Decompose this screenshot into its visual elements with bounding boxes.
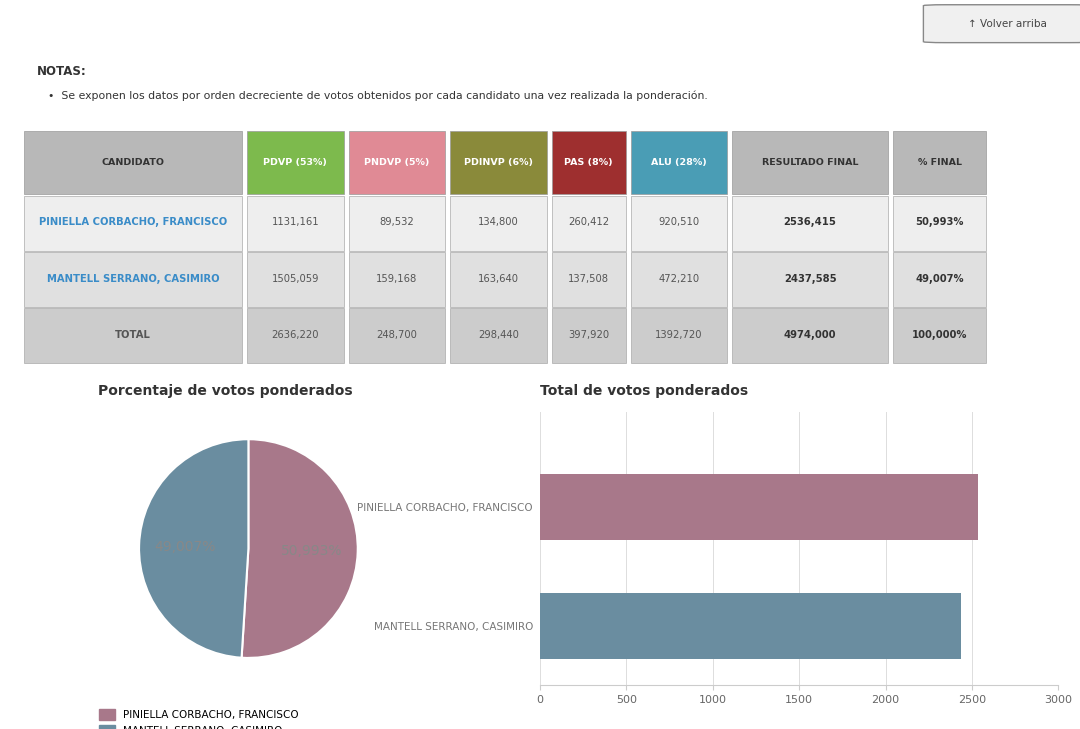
- FancyBboxPatch shape: [893, 131, 986, 195]
- FancyBboxPatch shape: [349, 308, 445, 363]
- Text: 920,510: 920,510: [659, 217, 700, 227]
- FancyBboxPatch shape: [450, 131, 546, 195]
- Text: Total de votos ponderados: Total de votos ponderados: [540, 384, 748, 398]
- FancyBboxPatch shape: [893, 308, 986, 363]
- Text: 2437,585: 2437,585: [784, 273, 836, 284]
- Text: 1131,161: 1131,161: [271, 217, 319, 227]
- FancyBboxPatch shape: [552, 252, 625, 307]
- Text: 137,508: 137,508: [568, 273, 609, 284]
- Bar: [540, 475, 978, 539]
- Text: PINIELLA CORBACHO, FRANCISCO: PINIELLA CORBACHO, FRANCISCO: [39, 217, 227, 227]
- FancyBboxPatch shape: [732, 196, 888, 251]
- FancyBboxPatch shape: [24, 196, 242, 251]
- FancyBboxPatch shape: [247, 196, 343, 251]
- FancyBboxPatch shape: [893, 196, 986, 251]
- FancyBboxPatch shape: [247, 131, 343, 195]
- Text: 163,640: 163,640: [478, 273, 519, 284]
- FancyBboxPatch shape: [247, 308, 343, 363]
- Text: 472,210: 472,210: [659, 273, 700, 284]
- Text: Votos ponderados por candidatura: Votos ponderados por candidatura: [333, 15, 683, 33]
- FancyBboxPatch shape: [349, 252, 445, 307]
- Bar: [540, 593, 961, 658]
- Text: Porcentaje de votos ponderados: Porcentaje de votos ponderados: [98, 384, 353, 398]
- Text: ALU (28%): ALU (28%): [651, 157, 706, 167]
- FancyBboxPatch shape: [631, 131, 727, 195]
- Text: 298,440: 298,440: [478, 330, 519, 340]
- Text: 1392,720: 1392,720: [656, 330, 703, 340]
- FancyBboxPatch shape: [552, 196, 625, 251]
- FancyBboxPatch shape: [349, 131, 445, 195]
- FancyBboxPatch shape: [450, 308, 546, 363]
- Text: MANTELL SERRANO, CASIMIRO: MANTELL SERRANO, CASIMIRO: [46, 273, 219, 284]
- Text: PDVP (53%): PDVP (53%): [264, 157, 327, 167]
- Text: 134,800: 134,800: [478, 217, 518, 227]
- Text: ↑ Volver arriba: ↑ Volver arriba: [968, 19, 1048, 28]
- Text: 50,993%: 50,993%: [281, 544, 342, 558]
- FancyBboxPatch shape: [24, 308, 242, 363]
- Text: RESULTADO FINAL: RESULTADO FINAL: [761, 157, 859, 167]
- Text: 260,412: 260,412: [568, 217, 609, 227]
- Text: PNDVP (5%): PNDVP (5%): [364, 157, 430, 167]
- FancyBboxPatch shape: [349, 196, 445, 251]
- Text: % FINAL: % FINAL: [918, 157, 961, 167]
- Text: 49,007%: 49,007%: [154, 539, 216, 553]
- FancyBboxPatch shape: [631, 196, 727, 251]
- Text: TOTAL: TOTAL: [116, 330, 151, 340]
- Text: 4974,000: 4974,000: [784, 330, 836, 340]
- Text: PDINVP (6%): PDINVP (6%): [464, 157, 534, 167]
- FancyBboxPatch shape: [631, 252, 727, 307]
- FancyBboxPatch shape: [247, 252, 343, 307]
- Text: NOTAS:: NOTAS:: [37, 65, 86, 78]
- Text: PAS (8%): PAS (8%): [565, 157, 613, 167]
- Text: 2636,220: 2636,220: [271, 330, 319, 340]
- FancyBboxPatch shape: [732, 131, 888, 195]
- FancyBboxPatch shape: [552, 308, 625, 363]
- Text: 248,700: 248,700: [377, 330, 417, 340]
- FancyBboxPatch shape: [450, 252, 546, 307]
- Text: CANDIDATO: CANDIDATO: [102, 157, 164, 167]
- FancyBboxPatch shape: [552, 131, 625, 195]
- FancyBboxPatch shape: [893, 252, 986, 307]
- Wedge shape: [242, 439, 357, 658]
- FancyBboxPatch shape: [732, 252, 888, 307]
- FancyBboxPatch shape: [732, 308, 888, 363]
- Text: 1505,059: 1505,059: [271, 273, 319, 284]
- Text: 100,000%: 100,000%: [912, 330, 968, 340]
- FancyBboxPatch shape: [631, 308, 727, 363]
- Text: 2536,415: 2536,415: [784, 217, 837, 227]
- Text: •  Se exponen los datos por orden decreciente de votos obtenidos por cada candid: • Se exponen los datos por orden decreci…: [48, 90, 707, 101]
- Text: 89,532: 89,532: [379, 217, 415, 227]
- Wedge shape: [139, 439, 248, 658]
- FancyBboxPatch shape: [24, 131, 242, 195]
- Text: 50,993%: 50,993%: [916, 217, 964, 227]
- FancyBboxPatch shape: [923, 5, 1080, 42]
- Text: 49,007%: 49,007%: [916, 273, 964, 284]
- Text: 397,920: 397,920: [568, 330, 609, 340]
- Text: 159,168: 159,168: [376, 273, 418, 284]
- FancyBboxPatch shape: [24, 252, 242, 307]
- FancyBboxPatch shape: [450, 196, 546, 251]
- Legend: PINIELLA CORBACHO, FRANCISCO, MANTELL SERRANO, CASIMIRO: PINIELLA CORBACHO, FRANCISCO, MANTELL SE…: [95, 705, 303, 729]
